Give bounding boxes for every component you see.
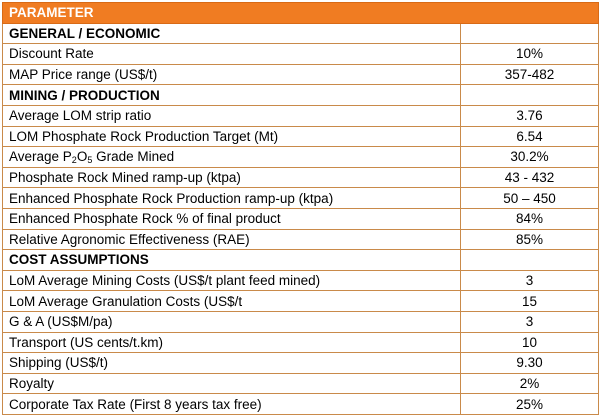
row-value: 3 [459, 310, 600, 333]
row-label: LOM Phosphate Rock Production Target (Mt… [2, 125, 461, 148]
table-row: LoM Average Mining Costs (US$/t plant fe… [2, 269, 600, 292]
table-row: Royalty 2% [2, 372, 600, 395]
row-value: 3.76 [459, 104, 600, 127]
row-label: Royalty [2, 372, 461, 395]
row-label: Discount Rate [2, 43, 461, 65]
table-row: LoM Average Granulation Costs (US$/t 15 [2, 290, 600, 312]
section-row: COST ASSUMPTIONS [2, 249, 600, 271]
row-label: LoM Average Granulation Costs (US$/t [2, 290, 461, 312]
section-title: MINING / PRODUCTION [2, 84, 461, 106]
table-row: Enhanced Phosphate Rock Production ramp-… [2, 187, 600, 209]
row-value: 357-482 [459, 63, 600, 86]
row-label: Transport (US cents/t.km) [2, 331, 461, 354]
row-value: 10 [459, 331, 600, 354]
row-label: Phosphate Rock Mined ramp-up (ktpa) [2, 166, 461, 189]
table-row: Phosphate Rock Mined ramp-up (ktpa) 43 -… [2, 166, 600, 189]
table-row: Discount Rate 10% [2, 43, 600, 65]
section-blank [459, 22, 600, 45]
row-label: MAP Price range (US$/t) [2, 63, 461, 86]
row-label: G & A (US$M/pa) [2, 310, 461, 333]
subscript-2: 2 [71, 155, 77, 166]
row-label: Corporate Tax Rate (First 8 years tax fr… [2, 393, 461, 415]
row-label: Enhanced Phosphate Rock Production ramp-… [2, 187, 461, 209]
section-row: MINING / PRODUCTION [2, 84, 600, 106]
table-row: Corporate Tax Rate (First 8 years tax fr… [2, 393, 600, 415]
table-row: G & A (US$M/pa) 3 [2, 310, 600, 333]
subscript-5: 5 [87, 155, 93, 166]
table-row: Shipping (US$/t) 9.30 [2, 352, 600, 374]
row-label: LoM Average Mining Costs (US$/t plant fe… [2, 269, 461, 292]
section-blank [459, 84, 600, 106]
row-value: 6.54 [459, 125, 600, 148]
table-header-row: PARAMETER [1, 2, 600, 24]
label-part: Average P [9, 149, 72, 165]
row-label: Average LOM strip ratio [2, 104, 461, 127]
table-row: Average LOM strip ratio 3.76 [2, 104, 600, 127]
row-label: Relative Agronomic Effectiveness (RAE) [2, 228, 461, 251]
row-label: Enhanced Phosphate Rock % of final produ… [2, 207, 461, 230]
row-value: 3 [459, 269, 600, 292]
section-row: GENERAL / ECONOMIC [2, 22, 600, 45]
section-blank [459, 249, 600, 271]
table-row: MAP Price range (US$/t) 357-482 [2, 63, 600, 86]
table-row: Average P2O5 Grade Mined 30.2% [2, 146, 600, 168]
label-part: Grade Mined [92, 149, 175, 165]
section-title: COST ASSUMPTIONS [2, 249, 461, 271]
row-value: 84% [459, 207, 600, 230]
row-label-grade: Average P2O5 Grade Mined [2, 146, 461, 168]
row-label: Shipping (US$/t) [2, 352, 461, 374]
row-value: 2% [459, 372, 600, 395]
table-row: LOM Phosphate Rock Production Target (Mt… [2, 125, 600, 148]
table-row: Transport (US cents/t.km) 10 [2, 331, 600, 354]
section-title: GENERAL / ECONOMIC [2, 22, 461, 45]
row-value: 9.30 [459, 352, 600, 374]
row-value: 50 – 450 [459, 187, 600, 209]
label-part: O [76, 149, 88, 165]
row-value: 10% [459, 43, 600, 65]
table-row: Enhanced Phosphate Rock % of final produ… [2, 207, 600, 230]
row-value: 85% [459, 228, 600, 251]
row-value: 15 [459, 290, 600, 312]
row-value: 25% [459, 393, 600, 415]
row-value: 43 - 432 [459, 166, 600, 189]
table-row: Relative Agronomic Effectiveness (RAE) 8… [2, 228, 600, 251]
table-header: PARAMETER [1, 2, 600, 24]
row-value: 30.2% [459, 146, 600, 168]
